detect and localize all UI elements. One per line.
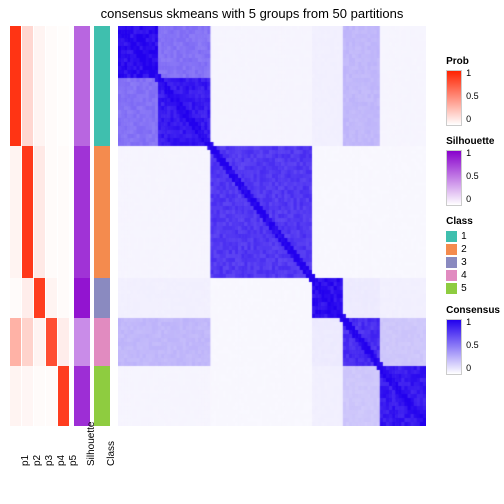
xlabel-p5: p5 (68, 455, 79, 466)
xlabel-p4: p4 (56, 455, 67, 466)
chart-title: consensus skmeans with 5 groups from 50 … (0, 6, 504, 21)
xlabel-p2: p2 (32, 455, 43, 466)
legend-silhouette: Silhouette10.50 (446, 136, 500, 206)
track-p1 (10, 26, 21, 426)
xlabel-p1: p1 (20, 455, 31, 466)
consensus-heatmap (118, 26, 426, 426)
xlabel-silhouette: Silhouette (86, 422, 97, 466)
xlabel-p3: p3 (44, 455, 55, 466)
legend-consensus: Consensus10.50 (446, 305, 500, 375)
chart-stage: p1p2p3p4p5 Silhouette Class (10, 26, 494, 496)
legend-class: Class12345 (446, 216, 500, 295)
track-p5 (58, 26, 69, 426)
legend-prob: Prob10.50 (446, 56, 500, 126)
track-p2 (22, 26, 33, 426)
track-p3 (34, 26, 45, 426)
track-silhouette (74, 26, 90, 426)
xlabel-class: Class (106, 441, 117, 466)
legend-panel: Prob10.50 Silhouette10.50 Class12345 Consen… (446, 56, 500, 385)
track-p4 (46, 26, 57, 426)
track-class (94, 26, 110, 426)
